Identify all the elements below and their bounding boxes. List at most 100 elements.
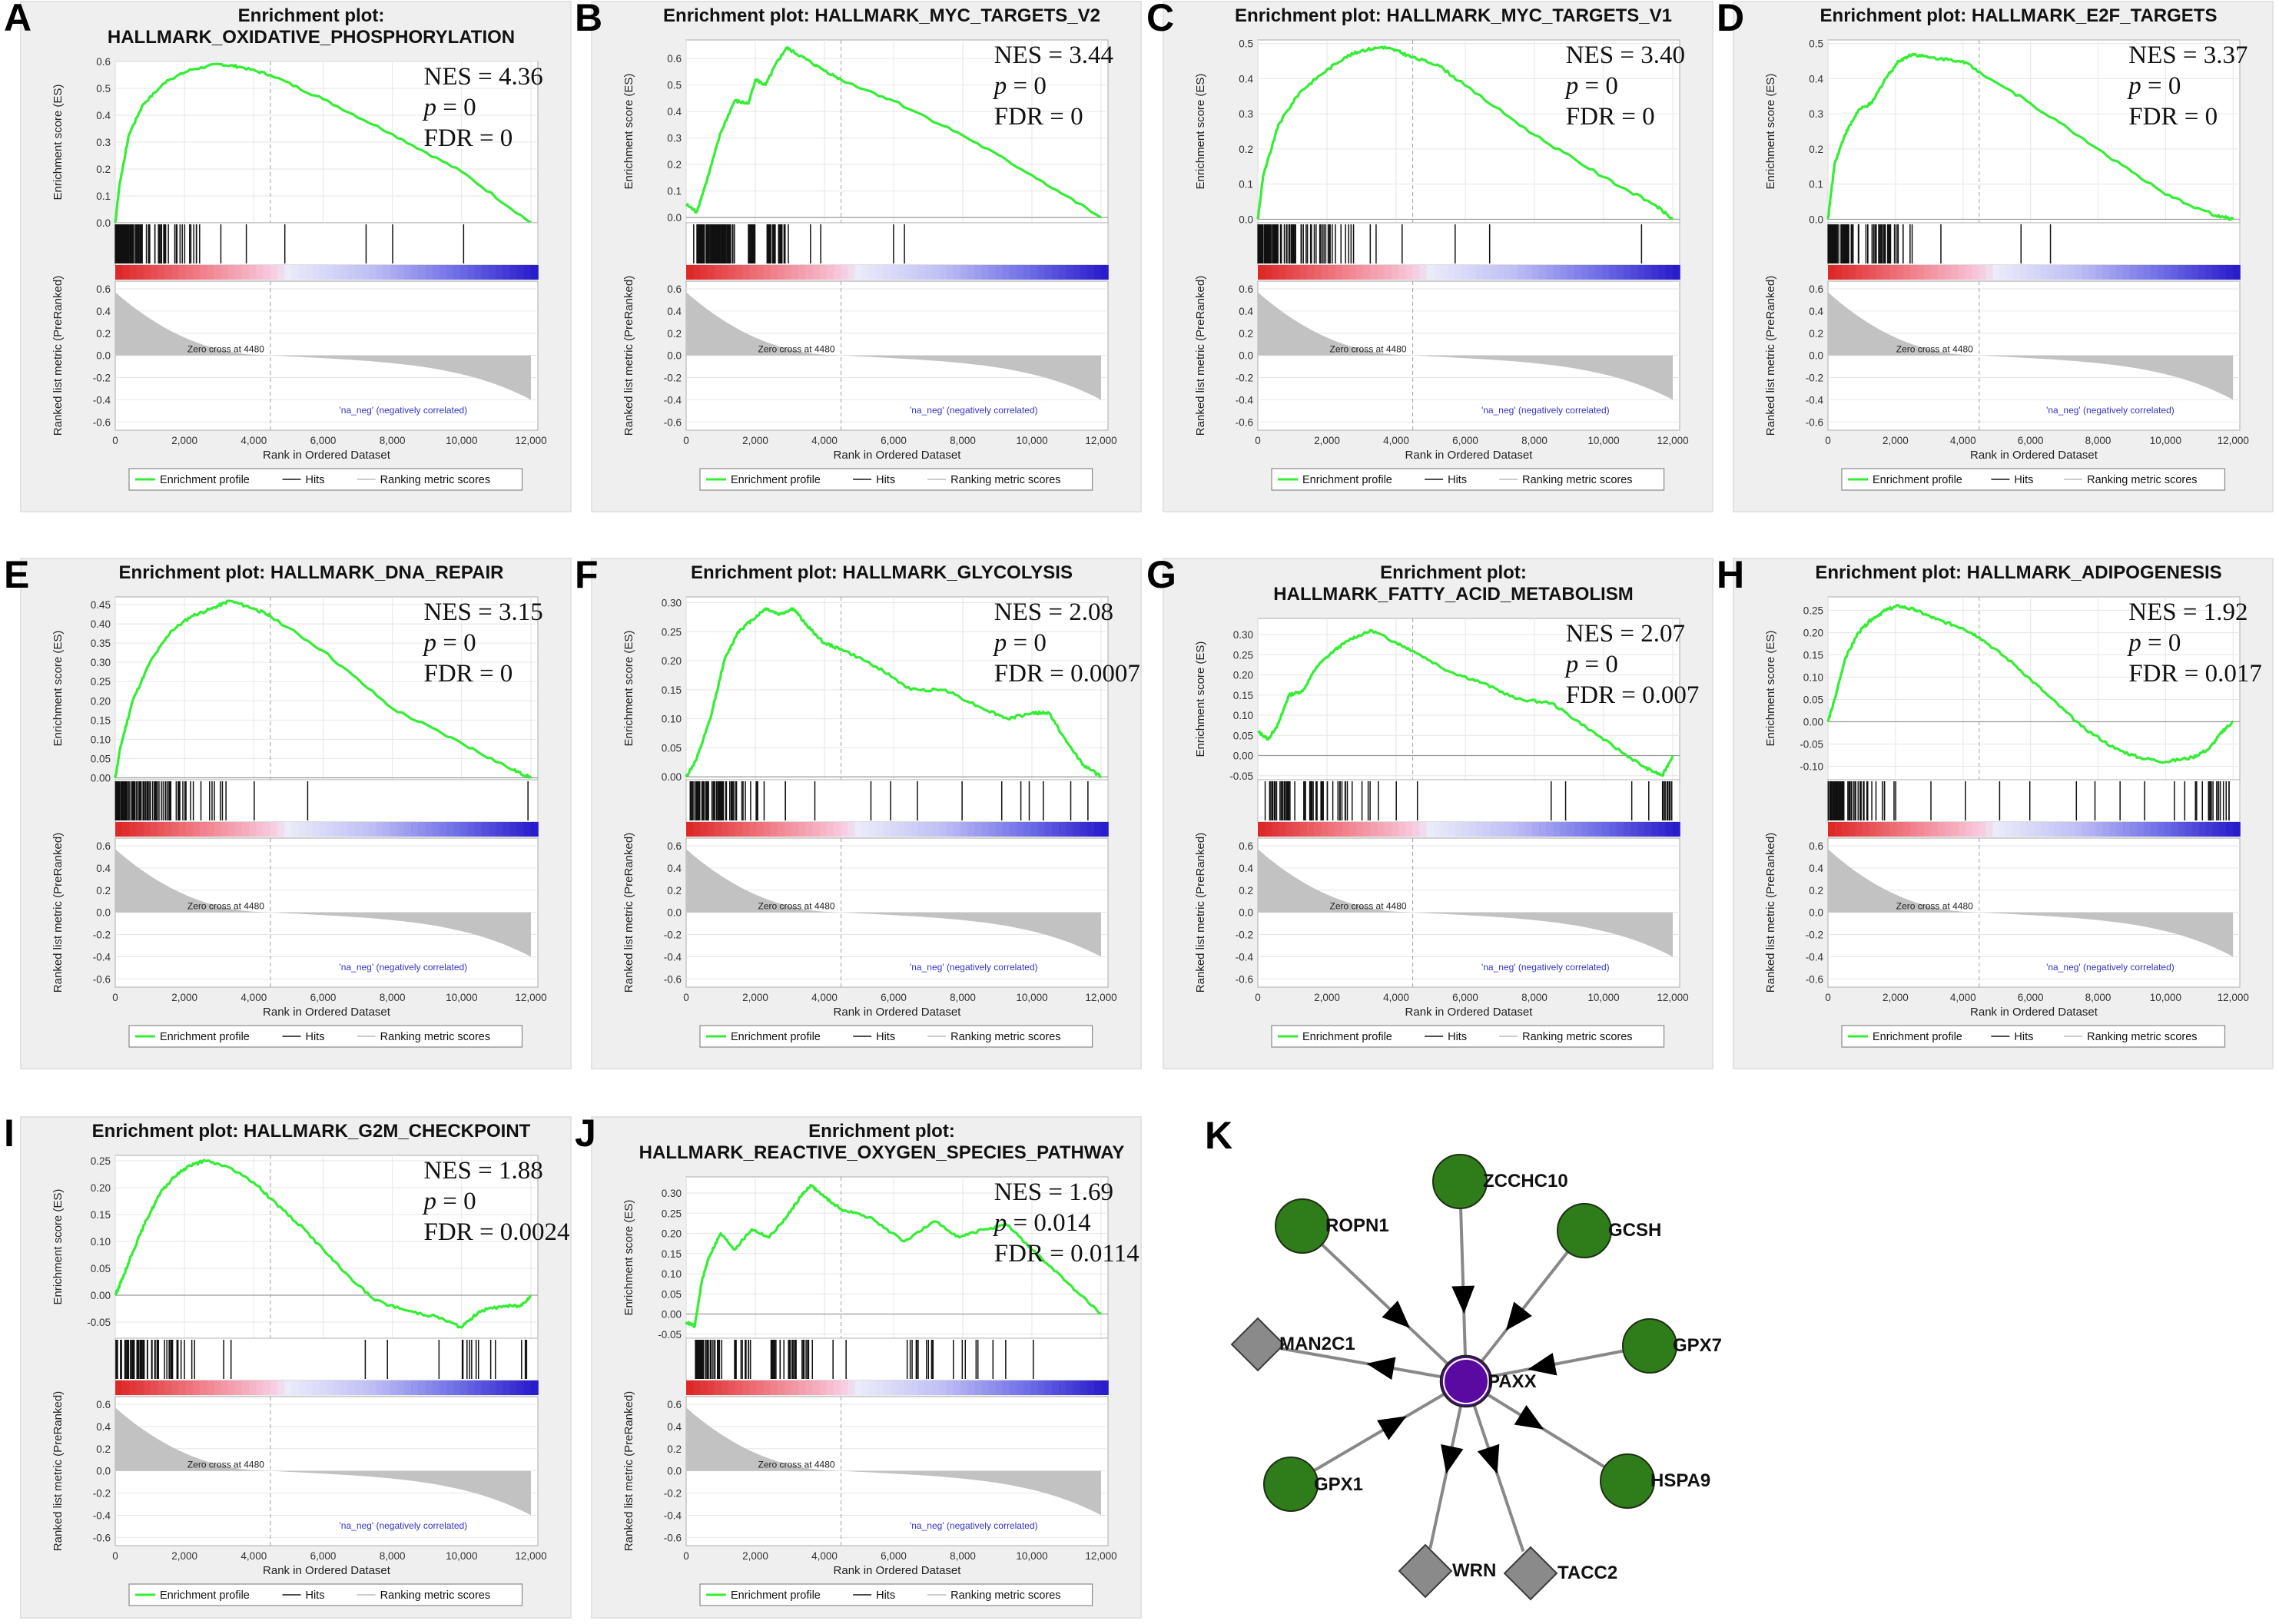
heatmap-segment: [1644, 265, 1653, 280]
legend-label: Enrichment profile: [1873, 1031, 1962, 1043]
es-y-tick-label: 0.2: [1809, 144, 1823, 155]
es-y-tick-label: 0.25: [91, 1155, 111, 1167]
heatmap-segment: [1883, 265, 1891, 280]
x-tick-label: 12,000: [2218, 435, 2249, 446]
heatmap-segment: [403, 265, 412, 280]
rank-y-tick-label: 0.4: [96, 1421, 111, 1433]
heatmap-segment: [1855, 822, 1863, 837]
heatmap-segment: [1426, 822, 1435, 837]
heatmap-segment: [2137, 822, 2145, 837]
heatmap-segment: [756, 265, 765, 280]
heatmap-segment: [932, 1380, 940, 1395]
rank-y-tick-label: -0.6: [93, 973, 111, 985]
heatmap-segment: [509, 822, 518, 837]
heatmap-segment: [707, 1380, 715, 1395]
heatmap-segment: [503, 1380, 511, 1395]
es-y-tick-label: 0.25: [1803, 605, 1823, 616]
heatmap-segment: [383, 265, 391, 280]
heatmap-segment: [312, 1380, 320, 1395]
x-tick-label: 6,000: [310, 992, 337, 1003]
heatmap-segment: [1896, 265, 1905, 280]
es-y-tick-label: 0.20: [91, 695, 111, 707]
heatmap-segment: [1023, 822, 1032, 837]
legend-label: Hits: [305, 1589, 324, 1602]
heatmap-segment: [221, 265, 229, 280]
heatmap-segment: [1100, 265, 1109, 280]
heatmap-segment: [361, 822, 370, 837]
heatmap-segment: [516, 1380, 525, 1395]
rank-y-tick-label: 0.2: [667, 885, 682, 897]
edge-arrow: [1514, 1404, 1544, 1430]
heatmap-segment: [270, 822, 278, 837]
heatmap-segment: [2047, 265, 2055, 280]
negative-correlation-label: 'na_neg' (negatively correlated): [340, 1520, 468, 1531]
panel-letter: J: [575, 1112, 596, 1155]
heatmap-segment: [981, 1380, 990, 1395]
x-tick-label: 8,000: [2085, 435, 2111, 446]
heatmap-segment: [911, 822, 919, 837]
heatmap-segment: [390, 265, 398, 280]
heatmap-segment: [700, 265, 708, 280]
heatmap-segment: [1999, 265, 2008, 280]
heatmap-segment: [1314, 265, 1322, 280]
x-tick-label: 0: [683, 992, 689, 1003]
heatmap-segment: [868, 1380, 877, 1395]
heatmap-segment: [291, 1380, 300, 1395]
heatmap-segment: [171, 822, 180, 837]
x-tick-label: 0: [1825, 435, 1831, 446]
heatmap-segment: [967, 1380, 975, 1395]
heatmap-segment: [200, 822, 207, 837]
legend-label: Hits: [2014, 474, 2033, 486]
enrichment-profile-line: [114, 1158, 532, 1329]
heatmap-segment: [777, 1380, 785, 1395]
heatmap-segment: [1044, 1380, 1053, 1395]
heatmap-segment: [2061, 822, 2069, 837]
heatmap-segment: [1567, 822, 1575, 837]
heatmap-segment: [1037, 265, 1046, 280]
heatmap-segment: [277, 822, 285, 837]
heatmap-segment: [488, 822, 496, 837]
heatmap-segment: [1869, 265, 1877, 280]
heatmap-segment: [200, 265, 207, 280]
legend-label: Ranking metric scores: [2087, 474, 2197, 486]
rank-y-tick-label: 0.0: [667, 350, 682, 362]
node-label: ZCCHC10: [1483, 1171, 1568, 1191]
legend-label: Hits: [876, 1589, 895, 1602]
es-y-tick-label: 0.30: [1233, 629, 1253, 641]
x-tick-label: 0: [1255, 992, 1261, 1003]
heatmap-segment: [946, 1380, 954, 1395]
heatmap-segment: [1841, 822, 1849, 837]
heatmap-segment: [2109, 265, 2117, 280]
es-plot-area: [685, 1176, 1109, 1339]
heatmap-segment: [953, 1380, 961, 1395]
panel-title: Enrichment plot:: [1380, 562, 1527, 583]
rank-y-tick-label: 0.6: [96, 1399, 111, 1410]
heatmap-segment: [1630, 265, 1638, 280]
heatmap-segment: [1588, 265, 1596, 280]
heatmap-segment: [883, 822, 891, 837]
heatmap-segment: [2040, 822, 2048, 837]
heatmap-segment: [1937, 822, 1946, 837]
heatmap-segment: [827, 265, 834, 280]
node-label: GCSH: [1608, 1220, 1661, 1241]
heatmap-segment: [1992, 822, 2001, 837]
heatmap-segment: [2082, 822, 2090, 837]
heatmap-segment: [1658, 265, 1667, 280]
heatmap-segment: [1073, 1380, 1081, 1395]
heatmap-segment: [171, 1380, 180, 1395]
heatmap-segment: [1461, 822, 1470, 837]
heatmap-segment: [1051, 822, 1060, 837]
heatmap-segment: [1504, 822, 1512, 837]
heatmap-segment: [523, 822, 532, 837]
heatmap-segment: [1398, 265, 1406, 280]
heatmap-segment: [1002, 265, 1010, 280]
heatmap-segment: [904, 1380, 912, 1395]
rank-y-axis-title: Ranked list metric (PreRanked): [1194, 833, 1207, 993]
x-tick-label: 4,000: [811, 435, 838, 446]
heatmap-segment: [1356, 822, 1365, 837]
x-tick-label: 2,000: [742, 992, 768, 1003]
heatmap-segment: [1265, 265, 1273, 280]
heatmap-segment: [868, 822, 877, 837]
rank-y-tick-label: -0.2: [93, 1488, 111, 1500]
p-value: p = 0: [423, 94, 476, 121]
